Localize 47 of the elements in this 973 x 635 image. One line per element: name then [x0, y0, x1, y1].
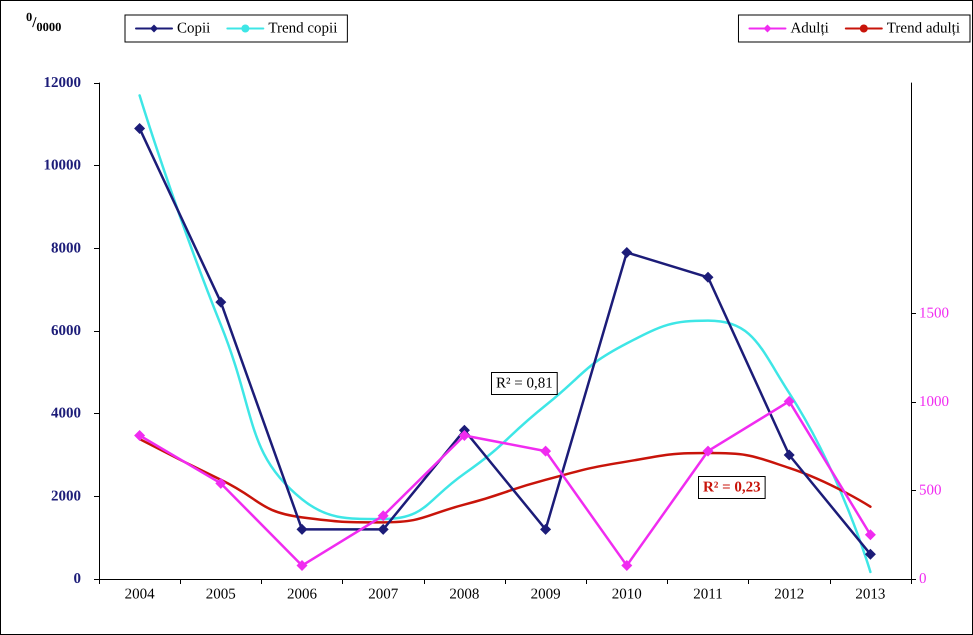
point — [621, 560, 632, 572]
x-tick-label: 2008 — [449, 586, 480, 602]
x-tick-label: 2012 — [774, 586, 804, 602]
point — [296, 524, 308, 535]
annotation: R² = 0,81 — [496, 376, 553, 392]
point — [784, 396, 795, 407]
point — [784, 450, 795, 460]
y-tick-label: 10000 — [44, 158, 81, 174]
x-tick-label: 2009 — [530, 586, 561, 602]
y2-tick-label: 1500 — [919, 305, 949, 322]
y2-tick-label: 1000 — [919, 394, 949, 410]
x-tick-label: 2007 — [368, 586, 399, 602]
point — [296, 560, 308, 572]
point — [864, 548, 876, 560]
y-tick-label: 12000 — [44, 75, 81, 91]
point — [702, 272, 714, 283]
point — [215, 478, 226, 489]
y-tick-label: 2000 — [51, 488, 81, 504]
point — [540, 524, 552, 535]
y-tick-label: 4000 — [51, 406, 81, 422]
legend-label: Copii — [177, 20, 210, 36]
point — [378, 510, 389, 522]
point — [134, 122, 146, 134]
y-tick-label: 0 — [74, 571, 81, 587]
point — [458, 430, 470, 442]
y-tick-label: 6000 — [51, 323, 81, 339]
x-tick-label: 2004 — [124, 586, 156, 602]
y2-tick-label: 500 — [919, 482, 942, 498]
point — [378, 524, 389, 535]
legend-label: Adulți — [790, 20, 829, 36]
x-tick-label: 2013 — [855, 586, 886, 602]
y2-tick-label: 0 — [919, 571, 926, 587]
x-tick-label: 2010 — [612, 586, 642, 602]
y-tick-label: 8000 — [51, 240, 81, 256]
point — [702, 446, 714, 457]
x-tick-label: 2005 — [206, 586, 236, 602]
point — [621, 246, 632, 258]
legend-label: Trend adulți — [886, 20, 960, 36]
point — [134, 430, 146, 442]
legend-label: Trend copii — [268, 20, 338, 36]
y-axis-title: $^{0}$/$_{0000}$ — [26, 10, 62, 35]
x-tick-label: 2011 — [693, 586, 723, 602]
annotation: R² = 0,23 — [703, 480, 761, 496]
point — [864, 529, 876, 540]
x-tick-label: 2006 — [287, 586, 318, 602]
point — [540, 446, 552, 457]
point — [215, 296, 226, 308]
